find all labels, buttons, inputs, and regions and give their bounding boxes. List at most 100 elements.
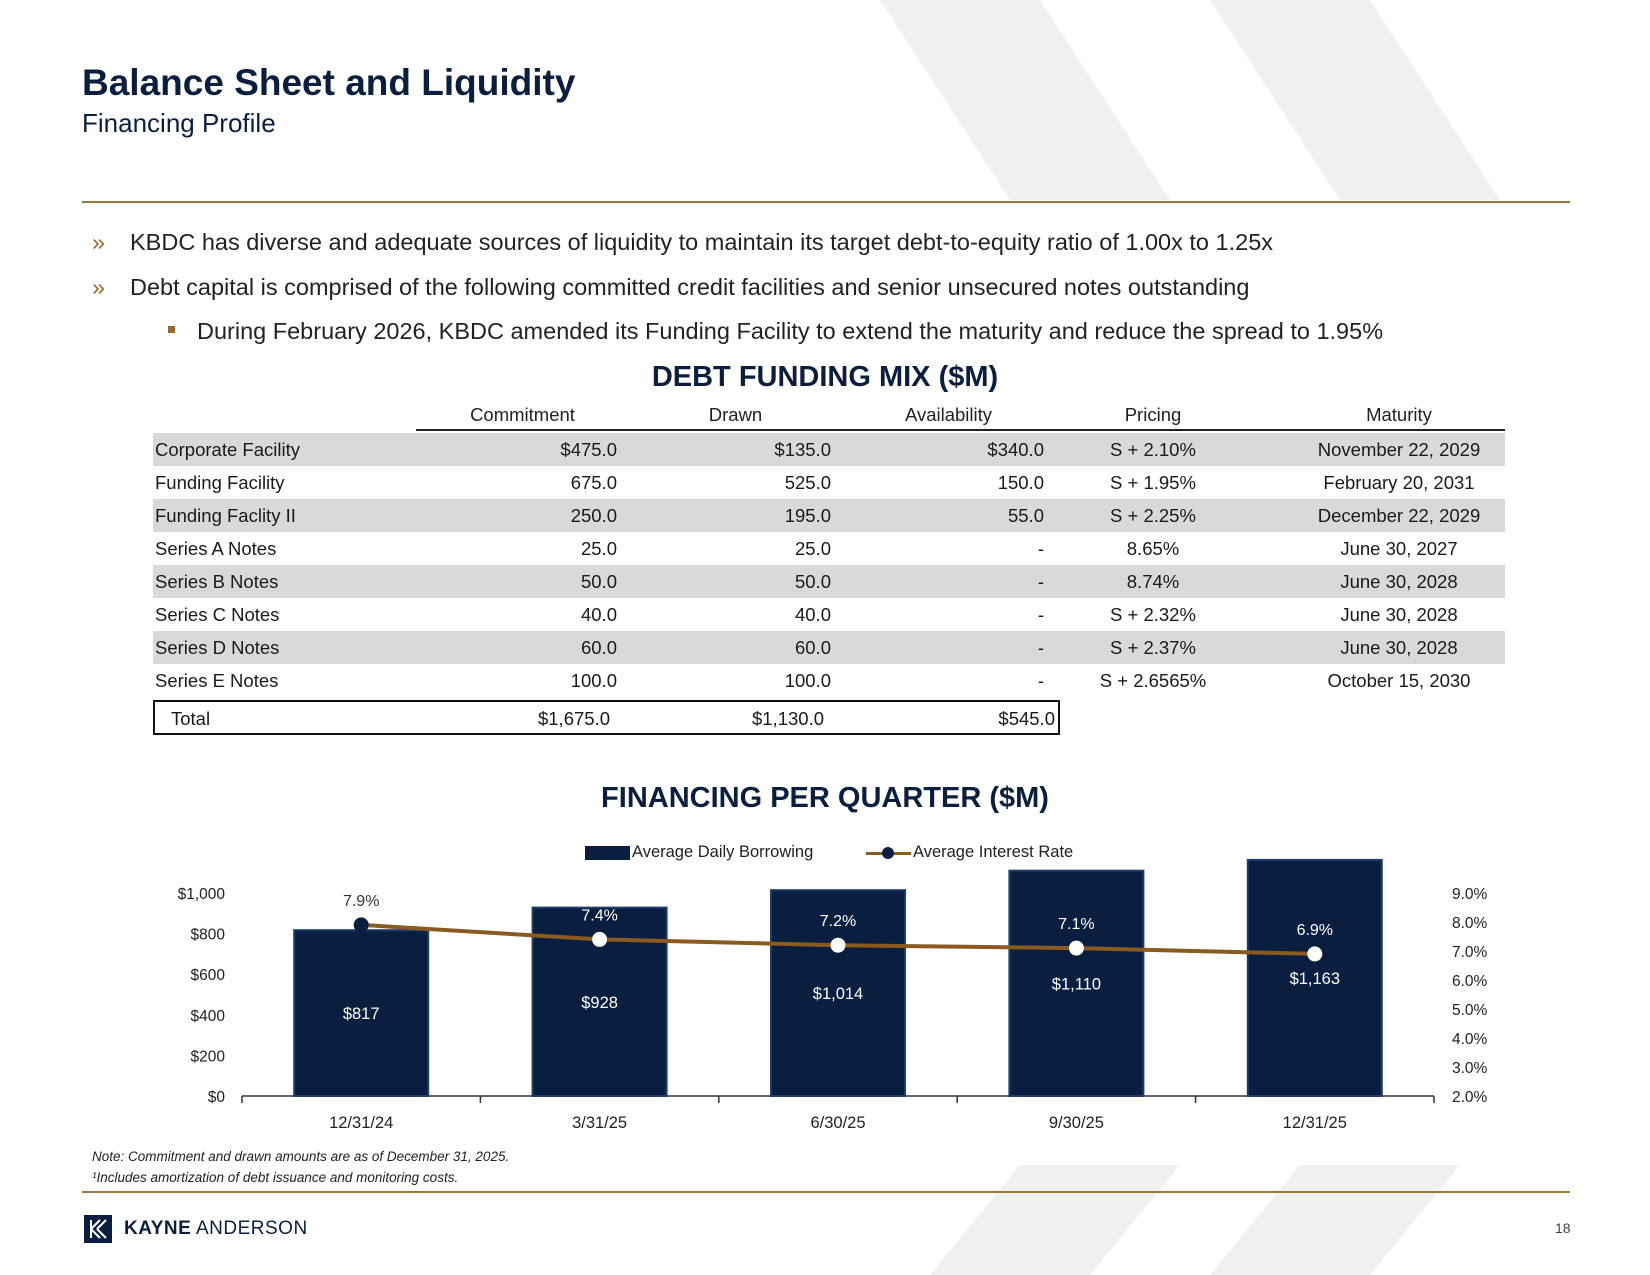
- row-drawn: 40.0: [794, 604, 831, 625]
- x-axis-tick-label: 6/30/25: [810, 1114, 865, 1132]
- table-row: Funding Facility 675.0 525.0 150.0 S + 1…: [153, 466, 1505, 499]
- row-drawn: 100.0: [784, 670, 831, 691]
- left-axis-tick-label: $0: [208, 1089, 226, 1106]
- row-name: Funding Faclity II: [155, 505, 296, 526]
- row-availability: -: [1037, 604, 1044, 625]
- left-axis-tick-label: $400: [191, 1008, 226, 1025]
- table-row: Series C Notes 40.0 40.0 - S + 2.32% Jun…: [153, 598, 1505, 631]
- rate-point: [1068, 940, 1084, 956]
- row-name: Series A Notes: [155, 538, 277, 559]
- row-availability: -: [1037, 670, 1044, 691]
- bottom-divider: [82, 1191, 1570, 1193]
- row-pricing: S + 2.25%: [1110, 505, 1196, 526]
- chevron-bullet-icon: »: [92, 274, 106, 300]
- row-commitment: 50.0: [580, 571, 617, 592]
- footnote-2: ¹Includes amortization of debt issuance …: [92, 1170, 459, 1185]
- legend-item-rate: Average Interest Rate: [866, 843, 1073, 862]
- legend-label: Average Daily Borrowing: [632, 843, 814, 861]
- row-maturity: October 15, 2030: [1327, 670, 1471, 691]
- bar: [1008, 869, 1145, 1097]
- rate-value-label: 6.9%: [1297, 922, 1333, 939]
- row-maturity: June 30, 2028: [1340, 637, 1458, 658]
- row-pricing: S + 2.37%: [1110, 637, 1196, 658]
- legend-line-swatch: [866, 846, 911, 860]
- row-drawn: 25.0: [794, 538, 831, 559]
- x-axis-tick-label: 3/31/25: [572, 1114, 627, 1132]
- row-drawn: $135.0: [774, 439, 831, 460]
- logo-text: KAYNE ANDERSON: [124, 1218, 308, 1239]
- bar: [1246, 858, 1383, 1098]
- right-axis-tick-label: 7.0%: [1452, 944, 1488, 961]
- right-axis-tick-label: 2.0%: [1452, 1089, 1488, 1106]
- col-header-drawn: Drawn: [708, 404, 763, 425]
- bullet-text: KBDC has diverse and adequate sources of…: [130, 229, 1274, 255]
- row-maturity: June 30, 2027: [1340, 538, 1458, 559]
- left-axis-tick-label: $200: [191, 1048, 226, 1065]
- legend-item-borrowing: Average Daily Borrowing: [585, 843, 813, 862]
- rate-value-label: 7.9%: [343, 893, 379, 910]
- total-label: Total: [171, 708, 211, 729]
- chart-title: FINANCING PER QUARTER ($M): [601, 782, 1049, 814]
- row-commitment: 250.0: [570, 505, 617, 526]
- row-pricing: S + 2.10%: [1110, 439, 1196, 460]
- rate-point: [1307, 946, 1323, 962]
- col-header-pricing: Pricing: [1124, 404, 1182, 425]
- right-axis-tick-label: 4.0%: [1452, 1031, 1488, 1048]
- bar: [770, 889, 906, 1098]
- row-pricing: S + 2.32%: [1110, 604, 1196, 625]
- row-commitment: 25.0: [580, 538, 617, 559]
- sub-bullet-text: During February 2026, KBDC amended its F…: [197, 318, 1384, 344]
- right-axis-tick-label: 5.0%: [1452, 1002, 1488, 1019]
- row-name: Series B Notes: [155, 571, 279, 592]
- bullet-text: Debt capital is comprised of the followi…: [130, 274, 1250, 300]
- page-number: 18: [1555, 1220, 1571, 1236]
- row-drawn: 525.0: [784, 472, 831, 493]
- table-row: Funding Faclity II 250.0 195.0 55.0 S + …: [153, 499, 1505, 532]
- row-commitment: 675.0: [570, 472, 617, 493]
- rate-value-label: 7.1%: [1058, 916, 1094, 933]
- row-name: Series E Notes: [155, 670, 279, 691]
- debt-table-title: DEBT FUNDING MIX ($M): [651, 361, 999, 393]
- rate-point: [592, 931, 608, 947]
- table-row: Series D Notes 60.0 60.0 - S + 2.37% Jun…: [153, 631, 1505, 664]
- x-axis-tick-label: 9/30/25: [1049, 1114, 1104, 1132]
- kayne-logo-icon: [84, 1215, 112, 1243]
- total-drawn: $1,130.0: [751, 708, 824, 729]
- row-pricing: 8.74%: [1126, 571, 1180, 592]
- bar-value-label: $1,014: [813, 985, 863, 1003]
- row-availability: $340.0: [987, 439, 1044, 460]
- sub-bullet-item: During February 2026, KBDC amended its F…: [168, 318, 1383, 345]
- bullet-item: » Debt capital is comprised of the follow…: [92, 274, 1249, 301]
- top-divider: [82, 201, 1570, 203]
- row-availability: -: [1037, 571, 1044, 592]
- col-header-maturity: Maturity: [1366, 404, 1432, 425]
- bar-value-label: $1,163: [1290, 970, 1340, 988]
- row-commitment: 40.0: [580, 604, 617, 625]
- row-drawn: 195.0: [784, 505, 831, 526]
- table-row: Corporate Facility $475.0 $135.0 $340.0 …: [153, 433, 1505, 466]
- left-axis-tick-label: $600: [191, 967, 226, 984]
- rate-point: [353, 917, 369, 933]
- right-axis-tick-label: 3.0%: [1452, 1060, 1488, 1077]
- x-axis-tick-label: 12/31/24: [329, 1114, 393, 1132]
- page-subtitle: Financing Profile: [82, 108, 276, 138]
- col-header-availability: Availability: [904, 404, 993, 425]
- rate-value-label: 7.2%: [820, 913, 856, 930]
- row-maturity: November 22, 2029: [1317, 439, 1481, 460]
- page-title: Balance Sheet and Liquidity: [82, 62, 576, 103]
- row-commitment: $475.0: [560, 439, 617, 460]
- left-axis-tick-label: $800: [191, 927, 226, 944]
- row-name: Funding Facility: [155, 472, 285, 493]
- row-availability: -: [1037, 637, 1044, 658]
- row-commitment: 100.0: [570, 670, 617, 691]
- table-header: Commitment Drawn Availability Pricing Ma…: [416, 400, 1505, 431]
- bar-value-label: $1,110: [1052, 975, 1101, 993]
- bar-value-label: $928: [581, 994, 618, 1012]
- row-drawn: 50.0: [794, 571, 831, 592]
- left-axis-tick-label: $1,000: [178, 886, 226, 903]
- row-maturity: June 30, 2028: [1340, 571, 1458, 592]
- row-availability: 55.0: [1007, 505, 1044, 526]
- total-commitment: $1,675.0: [537, 708, 610, 729]
- row-name: Corporate Facility: [155, 439, 300, 460]
